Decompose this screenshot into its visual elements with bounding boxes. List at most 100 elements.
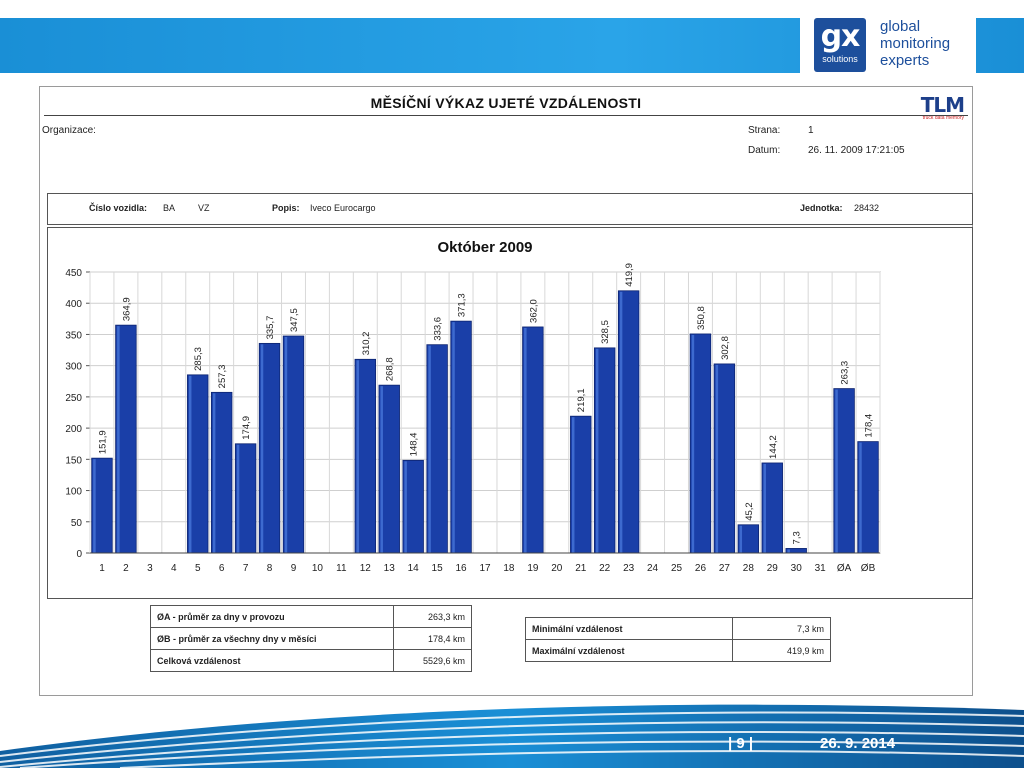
- bar-value-label: 347,5: [289, 308, 300, 332]
- y-tick-label: 250: [65, 393, 82, 404]
- bar-value-label: 263,3: [840, 361, 851, 385]
- vehicle-label: Číslo vozidla:: [89, 203, 148, 213]
- vehicle-value-2: VZ: [198, 203, 210, 213]
- x-tick-label: 15: [432, 563, 444, 574]
- unit-label: Jednotka:: [800, 203, 843, 213]
- bar-value-label: 302,8: [720, 336, 731, 360]
- x-tick-label: 21: [575, 563, 587, 574]
- logo-tagline: global monitoring experts: [880, 18, 950, 69]
- x-tick-label: ØB: [861, 563, 876, 574]
- logo-line-2: monitoring: [880, 35, 951, 52]
- bar-highlight: [691, 334, 695, 553]
- bar-highlight: [571, 417, 575, 553]
- x-tick-label: 12: [360, 563, 372, 574]
- x-tick-label: 27: [719, 563, 731, 574]
- title-divider: [44, 115, 968, 116]
- x-tick-label: 11: [336, 563, 347, 574]
- bar-value-label: 7,3: [792, 531, 803, 544]
- stat-left-value: 178,4 km: [393, 627, 472, 650]
- bar-highlight: [452, 322, 455, 553]
- stat-left-key: Celková vzdálenost: [149, 649, 395, 672]
- bar-highlight: [619, 291, 623, 553]
- stat-left-value: 263,3 km: [393, 605, 472, 628]
- bar-value-label: 333,6: [433, 317, 444, 341]
- presentation-date: 26. 9. 2014: [820, 735, 896, 752]
- bar-value-label: 371,3: [457, 293, 468, 317]
- x-tick-label: 29: [767, 563, 779, 574]
- bar-highlight: [404, 461, 407, 553]
- tlm-logo: TLM: [920, 93, 965, 117]
- gx-logo-mark: gx solutions: [814, 18, 866, 72]
- description-value: Iveco Eurocargo: [310, 203, 376, 213]
- x-tick-label: 10: [312, 563, 324, 574]
- stat-right-key: Minimální vzdálenost: [525, 617, 733, 640]
- x-tick-label: 19: [527, 563, 539, 574]
- x-tick-label: 18: [503, 563, 515, 574]
- x-tick-label: 4: [171, 563, 177, 574]
- bar-highlight: [524, 327, 527, 553]
- logo-mark-text: gx: [820, 19, 861, 54]
- bar-value-label: 335,7: [265, 316, 276, 340]
- x-tick-label: 24: [647, 563, 659, 574]
- stat-right-value: 419,9 km: [731, 639, 832, 662]
- x-tick-label: 31: [815, 563, 827, 574]
- bar-value-label: 328,5: [600, 320, 611, 344]
- y-tick-label: 0: [76, 549, 82, 560]
- page-value: 1: [808, 125, 814, 136]
- x-tick-label: 14: [408, 563, 420, 574]
- x-tick-label: 26: [695, 563, 707, 574]
- stat-left-row: Celková vzdálenost 5529,6 km: [149, 649, 472, 672]
- chart-box: Október 2009 0 50 100 150 200 250 300 350 400 450 1…: [47, 227, 973, 599]
- bar-highlight: [595, 348, 599, 553]
- stat-left-value: 5529,6 km: [393, 649, 472, 672]
- bar-value-label: 257,3: [217, 365, 228, 389]
- bar-highlight: [763, 463, 766, 553]
- stat-left-key: ØA - průměr za dny v provozu: [149, 605, 395, 628]
- bar-highlight: [835, 389, 838, 553]
- logo-line-1: global: [880, 18, 921, 35]
- vehicle-info-box: Číslo vozidla: BA VZ Popis: Iveco Euroca…: [47, 193, 973, 225]
- bar-value-label: 148,4: [409, 433, 420, 457]
- bar-highlight: [380, 386, 383, 553]
- y-tick-label: 450: [65, 268, 82, 279]
- x-tick-label: 9: [291, 563, 297, 574]
- stats-left-table: ØA - průměr za dny v provozu 263,3 km ØB -…: [149, 605, 472, 672]
- bar-value-label: 268,8: [385, 357, 396, 381]
- stat-left-key: ØB - průměr za všechny dny v měsíci: [149, 627, 395, 650]
- y-tick-label: 400: [65, 299, 82, 310]
- bar-highlight: [117, 326, 120, 553]
- bar-highlight: [787, 549, 790, 553]
- logo-line-3: experts: [880, 52, 930, 69]
- stat-right-row: Minimální vzdálenost 7,3 km: [525, 617, 832, 640]
- bar-value-label: 45,2: [744, 502, 755, 521]
- report-sheet: MĚSÍČNÍ VÝKAZ UJETÉ VZDÁLENOSTI TLM truc…: [39, 86, 973, 696]
- stats-right-table: Minimální vzdálenost 7,3 km Maximální vzdá…: [525, 617, 832, 662]
- page-number: | 9 |: [728, 735, 754, 752]
- chart-title: Október 2009: [437, 239, 532, 256]
- bar-highlight: [236, 444, 240, 553]
- stat-right-key: Maximální vzdálenost: [525, 639, 733, 662]
- bar-value-label: 219,1: [576, 388, 587, 412]
- x-tick-label: 20: [551, 563, 563, 574]
- logo-mark-sub: solutions: [822, 54, 858, 64]
- x-tick-label: 28: [743, 563, 755, 574]
- stat-right-value: 7,3 km: [731, 617, 832, 640]
- x-tick-label: 13: [384, 563, 396, 574]
- y-tick-label: 100: [65, 487, 82, 498]
- bar-highlight: [428, 345, 431, 553]
- bar-highlight: [284, 337, 288, 553]
- bar-highlight: [188, 375, 192, 553]
- bar-value-label: 364,9: [121, 297, 132, 321]
- bar-value-label: 151,9: [97, 430, 108, 454]
- bar-value-label: 362,0: [528, 299, 539, 323]
- x-tick-label: 16: [455, 563, 467, 574]
- bar-value-label: 285,3: [193, 347, 204, 371]
- x-tick-label: 3: [147, 563, 153, 574]
- x-tick-label: 25: [671, 563, 683, 574]
- bar-highlight: [859, 442, 862, 553]
- bar-highlight: [356, 360, 360, 553]
- bar-value-label: 350,8: [696, 306, 707, 330]
- unit-value: 28432: [854, 203, 880, 213]
- x-tick-label: 17: [479, 563, 491, 574]
- y-tick-label: 200: [65, 424, 82, 435]
